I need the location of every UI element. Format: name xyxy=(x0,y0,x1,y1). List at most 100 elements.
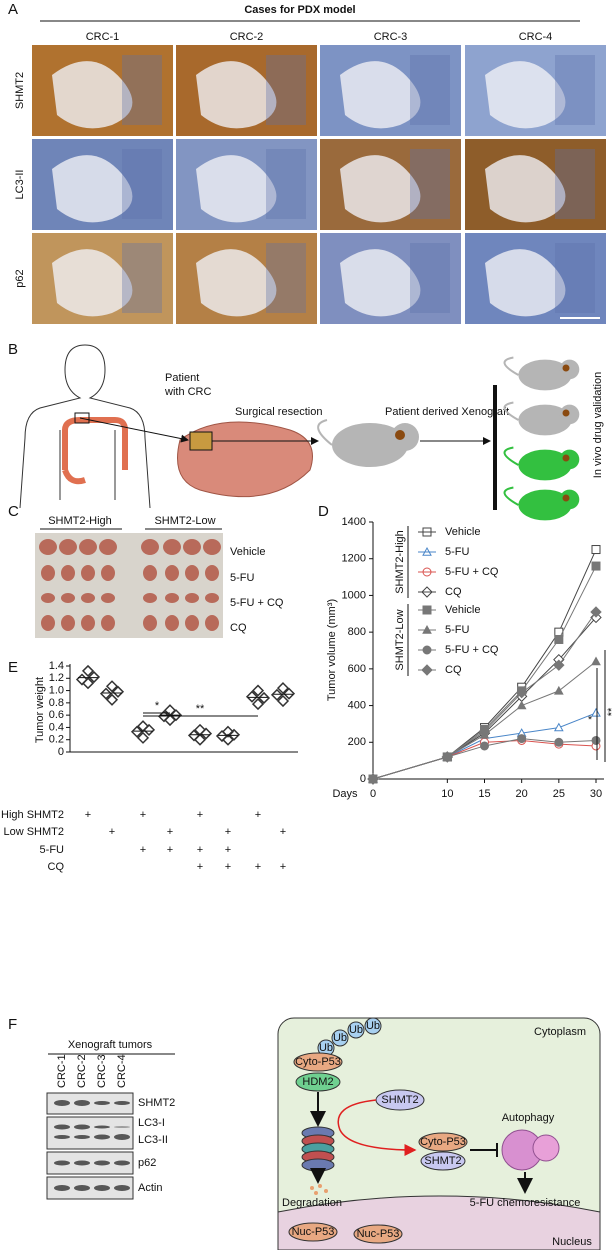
point xyxy=(245,690,259,703)
tissue-gland xyxy=(340,249,421,317)
y-tick-label: 1.4 xyxy=(49,660,64,672)
protein xyxy=(353,1224,403,1244)
mouse-head xyxy=(559,404,580,425)
marker xyxy=(591,656,601,666)
point xyxy=(75,673,89,686)
protein-label: Nuc-P53 xyxy=(292,1226,335,1238)
mouse-body xyxy=(518,359,572,391)
tumor xyxy=(61,565,75,581)
band xyxy=(94,1134,110,1140)
tumor xyxy=(185,593,199,603)
lane-label: CRC-4 xyxy=(116,1054,128,1088)
condition-mark: + xyxy=(85,809,91,821)
y-tick-label: 0.8 xyxy=(49,697,64,709)
marker xyxy=(478,725,491,737)
panel-title: Cases for PDX model xyxy=(244,4,355,16)
protein xyxy=(295,1072,341,1092)
band xyxy=(74,1185,90,1191)
mouse-tail xyxy=(503,401,519,421)
x-tick-label: 0 xyxy=(370,788,376,800)
proteasome xyxy=(301,1158,335,1172)
y-tick-label: 1400 xyxy=(342,516,366,528)
column-label: CRC-1 xyxy=(86,31,120,43)
tumor xyxy=(205,615,219,631)
mouse-body xyxy=(332,423,408,467)
marker xyxy=(591,735,601,745)
tumor xyxy=(79,539,97,555)
lysosome xyxy=(532,1134,560,1162)
condition-label: 5-FU xyxy=(40,844,65,856)
point xyxy=(136,731,150,744)
band-label: p62 xyxy=(138,1157,156,1169)
tumor xyxy=(101,615,115,631)
legend-group: SHMT2-High xyxy=(394,530,406,594)
y-tick-label: 1000 xyxy=(342,589,366,601)
legend-label: Vehicle xyxy=(445,526,480,538)
point xyxy=(130,725,144,738)
band xyxy=(94,1185,110,1191)
tissue-gland xyxy=(52,249,133,317)
point xyxy=(99,687,113,700)
point xyxy=(215,729,229,743)
panel-label: D xyxy=(318,503,329,520)
tumor xyxy=(141,539,159,555)
ubiquitin xyxy=(364,1017,382,1035)
arrow xyxy=(79,417,189,443)
column-label: CRC-3 xyxy=(374,31,408,43)
condition-mark: + xyxy=(225,844,231,856)
marker xyxy=(590,606,602,618)
point xyxy=(276,694,290,708)
focus-box xyxy=(74,412,90,424)
band xyxy=(94,1101,110,1105)
ubiquitin xyxy=(331,1029,349,1047)
tumor xyxy=(61,615,75,631)
point xyxy=(251,698,265,711)
tissue-gland xyxy=(340,61,421,129)
lane-label: CRC-1 xyxy=(56,1054,68,1088)
legend-label: 5-FU + CQ xyxy=(445,566,499,578)
row-label: LC3-II xyxy=(14,170,26,200)
y-tick-label: 600 xyxy=(348,663,366,675)
ub-label: Ub xyxy=(366,1020,380,1032)
tumor xyxy=(59,539,77,555)
tissue-shade xyxy=(122,149,162,219)
resection-box xyxy=(189,431,213,451)
marker xyxy=(553,685,564,695)
lane-label: CRC-3 xyxy=(96,1054,108,1088)
treatment-label: 5-FU xyxy=(230,572,255,584)
x-tick-label: 20 xyxy=(516,788,528,800)
tissue-gland xyxy=(52,61,133,129)
tumor xyxy=(163,539,181,555)
point xyxy=(142,723,156,736)
condition-mark: + xyxy=(197,861,203,873)
x-tick-label: 25 xyxy=(553,788,565,800)
patient-label: with CRC xyxy=(164,386,212,398)
mouse-body xyxy=(518,404,572,436)
condition-mark: + xyxy=(225,826,231,838)
tumor xyxy=(41,565,55,581)
condition-mark: + xyxy=(280,861,286,873)
tumor xyxy=(101,565,115,581)
y-tick-label: 0 xyxy=(58,746,64,758)
tumor xyxy=(143,565,157,581)
tissue-shade xyxy=(555,55,595,125)
tissue-gland xyxy=(196,249,277,317)
protein xyxy=(293,1052,343,1072)
marker xyxy=(441,751,454,763)
process-label: Autophagy xyxy=(502,1112,555,1124)
condition-mark: + xyxy=(197,809,203,821)
patient-label: Patient xyxy=(165,372,199,384)
blot xyxy=(46,1116,134,1150)
series-line xyxy=(372,661,597,780)
tumor xyxy=(143,593,157,603)
ub-label: Ub xyxy=(319,1042,333,1054)
point xyxy=(105,680,119,693)
band xyxy=(94,1160,110,1166)
band-label: LC3-II xyxy=(138,1134,168,1146)
step-label: Patient derived Xenograft xyxy=(385,406,509,418)
significance: * xyxy=(588,714,593,726)
band xyxy=(54,1100,70,1106)
legend-label: CQ xyxy=(445,586,462,598)
tissue-gland xyxy=(196,155,277,223)
